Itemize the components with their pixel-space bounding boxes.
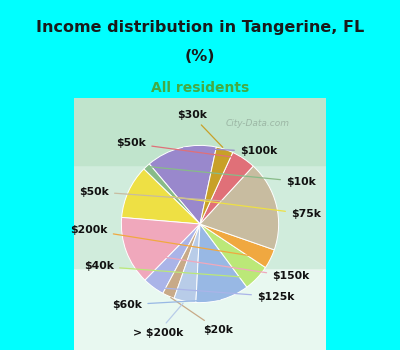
Text: $30k: $30k	[177, 110, 223, 147]
Wedge shape	[196, 224, 247, 303]
Text: Income distribution in Tangerine, FL: Income distribution in Tangerine, FL	[36, 20, 364, 35]
Text: City-Data.com: City-Data.com	[226, 119, 290, 128]
Text: All residents: All residents	[151, 81, 249, 95]
Wedge shape	[200, 224, 266, 287]
Text: $150k: $150k	[129, 252, 309, 281]
Wedge shape	[149, 145, 216, 224]
Wedge shape	[200, 166, 279, 250]
Text: > $200k: > $200k	[132, 303, 183, 338]
Text: $200k: $200k	[70, 225, 268, 259]
Wedge shape	[145, 224, 200, 293]
Bar	[39, 164, 361, 268]
Text: $10k: $10k	[149, 167, 316, 187]
Text: $100k: $100k	[184, 146, 277, 156]
Bar	[39, 61, 361, 164]
Text: $50k: $50k	[116, 138, 241, 158]
Text: $50k: $50k	[79, 187, 274, 205]
Wedge shape	[163, 224, 200, 298]
Wedge shape	[200, 147, 233, 224]
Wedge shape	[122, 169, 200, 224]
Text: (%): (%)	[185, 49, 215, 64]
Text: $20k: $20k	[171, 298, 233, 335]
Text: $125k: $125k	[156, 288, 294, 302]
Text: $60k: $60k	[112, 299, 220, 310]
Text: $75k: $75k	[131, 191, 321, 219]
Wedge shape	[121, 217, 200, 280]
Wedge shape	[144, 164, 200, 224]
Wedge shape	[200, 153, 253, 224]
Wedge shape	[200, 224, 274, 267]
Text: $40k: $40k	[84, 261, 254, 278]
Bar	[39, 268, 361, 350]
Wedge shape	[174, 224, 200, 302]
